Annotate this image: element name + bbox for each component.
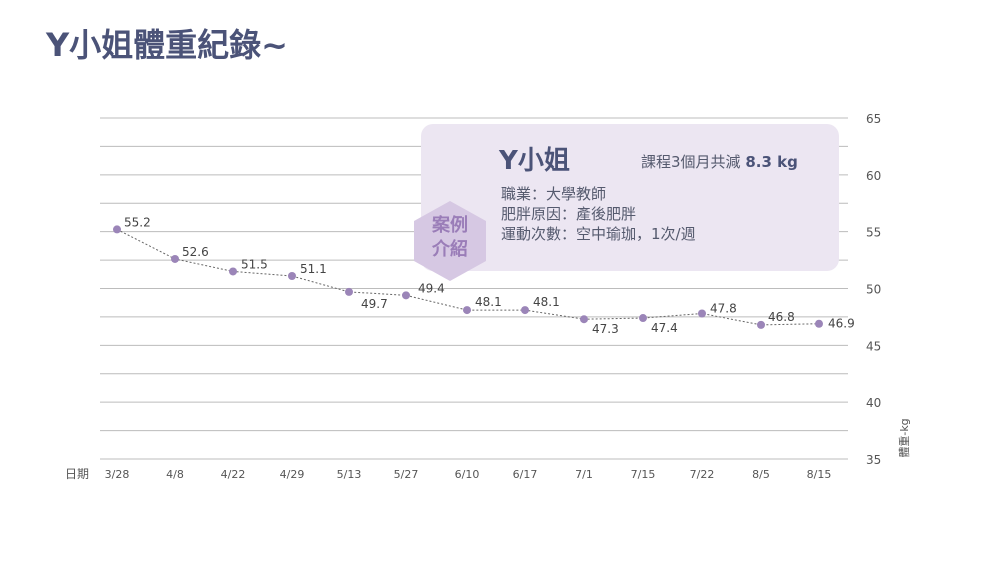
x-tick-label: 6/17 bbox=[513, 468, 538, 481]
case-cause: 肥胖原因：產後肥胖 bbox=[501, 205, 637, 223]
data-point bbox=[757, 320, 765, 329]
summary-value: 8.3 kg bbox=[745, 153, 798, 171]
x-tick-label: 8/5 bbox=[752, 468, 770, 481]
data-label: 47.8 bbox=[710, 302, 737, 316]
data-point bbox=[171, 254, 179, 263]
x-tick-label: 5/27 bbox=[394, 468, 419, 481]
x-tick-label: 4/8 bbox=[166, 468, 184, 481]
data-label: 46.8 bbox=[768, 310, 795, 324]
x-tick-label: 6/10 bbox=[455, 468, 480, 481]
x-tick-label: 4/22 bbox=[221, 468, 246, 481]
data-point bbox=[229, 267, 237, 276]
data-label: 51.1 bbox=[300, 262, 327, 276]
y-tick-label: 45 bbox=[866, 339, 881, 353]
x-tick-label: 7/15 bbox=[631, 468, 656, 481]
data-label: 47.4 bbox=[651, 321, 678, 335]
case-exercise: 運動次數：空中瑜珈，1次/週 bbox=[501, 225, 696, 243]
x-tick-label: 5/13 bbox=[337, 468, 362, 481]
x-tick-label: 7/22 bbox=[690, 468, 715, 481]
data-label: 48.1 bbox=[533, 295, 560, 309]
data-label: 48.1 bbox=[475, 295, 502, 309]
data-point bbox=[345, 287, 353, 296]
x-tick-label: 7/1 bbox=[575, 468, 593, 481]
y-axis-label: 體重-kg bbox=[897, 418, 911, 457]
summary-prefix: 課程3個月共減 bbox=[641, 153, 741, 171]
data-point bbox=[815, 319, 823, 328]
case-info-card: Y小姐 課程3個月共減 8.3 kg 職業：大學教師 肥胖原因：產後肥胖 運動次… bbox=[421, 124, 839, 271]
data-label: 49.7 bbox=[361, 297, 388, 311]
case-name: Y小姐 bbox=[499, 146, 570, 176]
data-label: 46.9 bbox=[828, 317, 855, 331]
data-point bbox=[521, 306, 529, 315]
data-point bbox=[402, 291, 410, 300]
x-tick-label: 4/29 bbox=[280, 468, 305, 481]
y-tick-label: 55 bbox=[866, 226, 881, 240]
data-label: 52.6 bbox=[182, 245, 209, 259]
data-label: 49.4 bbox=[418, 281, 445, 295]
badge-line2: 介紹 bbox=[432, 239, 468, 260]
y-tick-label: 35 bbox=[866, 453, 881, 467]
y-tick-label: 50 bbox=[866, 283, 881, 297]
x-tick-label: 8/15 bbox=[807, 468, 832, 481]
data-label: 47.3 bbox=[592, 322, 619, 336]
data-label: 55.2 bbox=[124, 215, 151, 229]
y-tick-label: 65 bbox=[866, 112, 881, 126]
data-point bbox=[463, 306, 471, 315]
page-title: Y小姐體重紀錄~ bbox=[46, 26, 288, 64]
y-tick-label: 40 bbox=[866, 396, 881, 410]
data-point bbox=[698, 309, 706, 318]
case-summary: 課程3個月共減 8.3 kg bbox=[641, 151, 798, 172]
data-point bbox=[113, 225, 121, 234]
x-tick-label: 3/28 bbox=[105, 468, 130, 481]
badge-line1: 案例 bbox=[432, 215, 468, 236]
case-occupation: 職業：大學教師 bbox=[501, 185, 607, 203]
x-axis-label: 日期 bbox=[65, 467, 89, 481]
data-point bbox=[580, 315, 588, 324]
case-badge: 案例 介紹 bbox=[414, 214, 486, 262]
data-label: 51.5 bbox=[241, 257, 268, 271]
data-point bbox=[639, 314, 647, 323]
y-tick-label: 60 bbox=[866, 169, 881, 183]
data-point bbox=[288, 271, 296, 280]
case-badge-hexagon bbox=[414, 201, 486, 281]
